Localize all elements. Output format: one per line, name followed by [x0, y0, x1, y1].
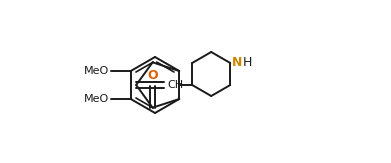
Text: CH: CH: [167, 80, 183, 90]
Text: MeO: MeO: [84, 66, 109, 76]
Text: MeO: MeO: [84, 94, 109, 104]
Text: N: N: [232, 57, 243, 69]
Text: H: H: [242, 57, 252, 69]
Text: O: O: [147, 69, 158, 82]
